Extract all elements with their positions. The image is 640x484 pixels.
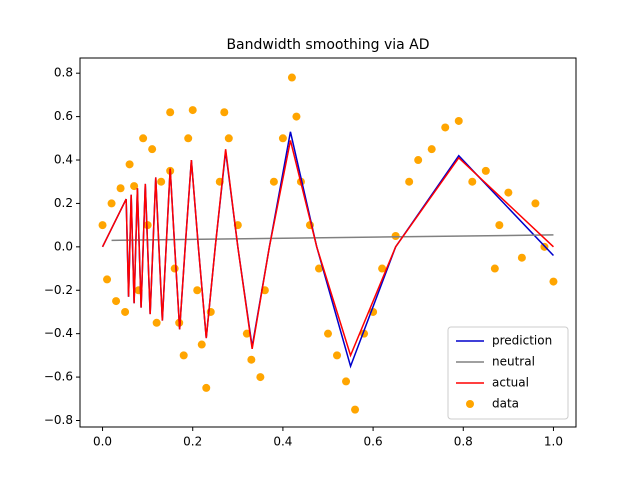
legend-label: data [492, 397, 519, 411]
data-point [112, 297, 121, 306]
data-point [490, 264, 499, 273]
data-point [414, 156, 423, 165]
y-tick-label: 0.2 [54, 196, 73, 210]
data-point [269, 177, 278, 186]
data-point [247, 355, 256, 364]
data-point [405, 177, 414, 186]
data-point [351, 405, 360, 414]
data-point [152, 318, 161, 327]
data-point [427, 145, 436, 154]
data-point [342, 377, 351, 386]
x-tick-label: 0.6 [364, 435, 383, 449]
data-point [278, 134, 287, 143]
data-point [193, 286, 202, 295]
data-point [517, 253, 526, 262]
data-point [256, 373, 265, 382]
data-point [170, 264, 179, 273]
legend-marker [466, 400, 474, 408]
data-point [391, 231, 400, 240]
data-point [103, 275, 112, 284]
data-point [531, 199, 540, 208]
data-point [148, 145, 157, 154]
y-tick-label: 0.4 [54, 153, 73, 167]
legend-label: actual [492, 376, 529, 390]
x-tick-label: 0.2 [183, 435, 202, 449]
data-point [378, 264, 387, 273]
y-tick-label: −0.2 [44, 283, 73, 297]
x-tick-label: 1.0 [544, 435, 563, 449]
plot-frame [79, 57, 577, 428]
chart-title: Bandwidth smoothing via AD [226, 37, 429, 53]
data-point [184, 134, 193, 143]
data-point [220, 108, 229, 117]
legend-box [447, 326, 569, 420]
data-point [121, 307, 130, 316]
y-tick-label: 0.6 [54, 109, 73, 123]
data-point [197, 340, 206, 349]
x-tick-label: 0.8 [454, 435, 473, 449]
legend-label: neutral [492, 355, 535, 369]
data-point [292, 112, 301, 121]
data-point [188, 106, 197, 115]
data-point [107, 199, 116, 208]
line-series [101, 140, 554, 358]
data-point [166, 108, 175, 117]
data-point [287, 73, 296, 82]
data-point [549, 277, 558, 286]
data-point [454, 116, 463, 125]
data-point [130, 182, 139, 191]
y-tick-label: −0.4 [44, 326, 73, 340]
data-point [202, 383, 211, 392]
x-tick-label: 0.0 [93, 435, 112, 449]
data-point [504, 188, 513, 197]
data-point [495, 221, 504, 230]
data-point [333, 351, 342, 360]
data-point [324, 329, 332, 338]
data-point [481, 166, 490, 175]
data-point [242, 329, 251, 338]
data-point [224, 134, 233, 143]
y-tick-label: 0.0 [54, 239, 73, 253]
y-tick-label: −0.6 [44, 370, 73, 384]
data-point [441, 123, 450, 132]
data-point [468, 177, 477, 186]
y-tick-label: −0.8 [44, 413, 73, 427]
legend-label: prediction [492, 334, 552, 348]
data-point [125, 160, 134, 169]
data-point [116, 184, 125, 193]
data-point [139, 134, 148, 143]
y-tick-label: 0.8 [54, 66, 73, 80]
data-point [143, 221, 152, 230]
data-point [179, 351, 188, 360]
data-point [98, 221, 107, 230]
data-point [157, 177, 166, 186]
data-point [314, 264, 323, 273]
x-tick-label: 0.4 [273, 435, 292, 449]
